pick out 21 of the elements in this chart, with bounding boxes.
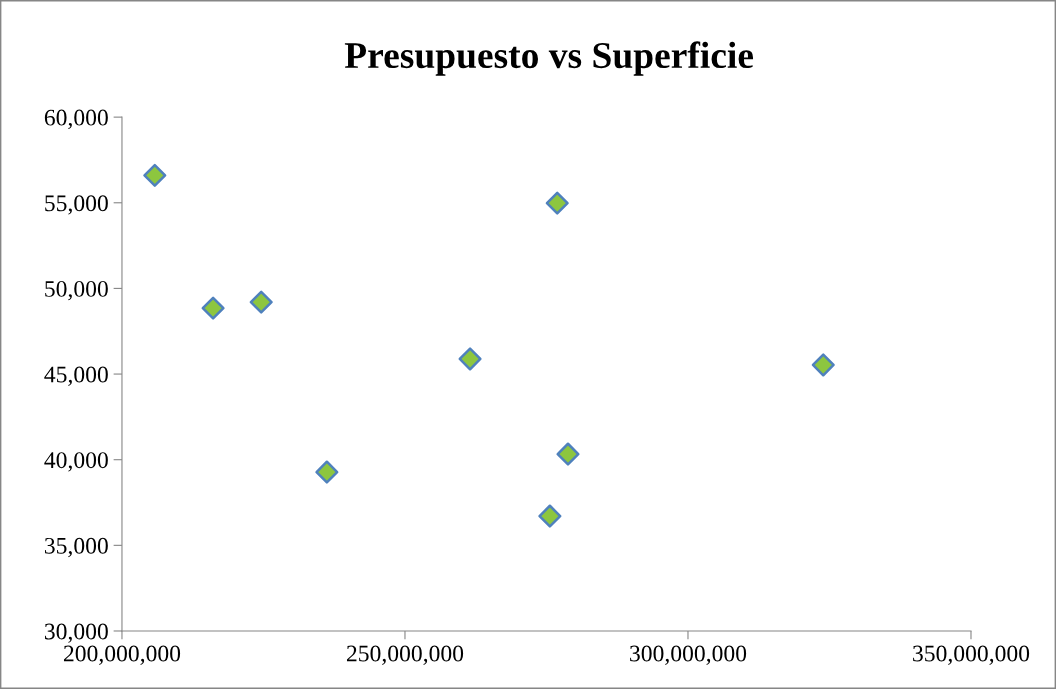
x-tick-label: 250,000,000 <box>346 645 464 665</box>
point <box>143 163 167 187</box>
point <box>315 460 339 484</box>
point <box>556 442 580 466</box>
x-tick-label: 300,000,000 <box>630 645 747 665</box>
y-tick-label: 55,000 <box>45 195 108 215</box>
x-tick-label: 200,000,000 <box>63 645 181 665</box>
y-tick-label: 50,000 <box>45 280 108 301</box>
point <box>249 290 273 314</box>
y-tick-label: 35,000 <box>44 537 108 558</box>
y-tick-label: 45,000 <box>44 366 108 386</box>
y-tick-label: 30,000 <box>44 623 108 643</box>
x-tick-label: 350,000,000 <box>913 645 1030 665</box>
point <box>201 296 225 320</box>
point <box>811 353 835 377</box>
y-tick-label: 40,000 <box>44 452 108 472</box>
point <box>538 504 562 528</box>
point <box>545 191 569 215</box>
chart-title: Presupuesto vs Superficie <box>344 41 754 76</box>
point <box>458 347 482 371</box>
y-tick-label: 60,000 <box>44 109 108 129</box>
